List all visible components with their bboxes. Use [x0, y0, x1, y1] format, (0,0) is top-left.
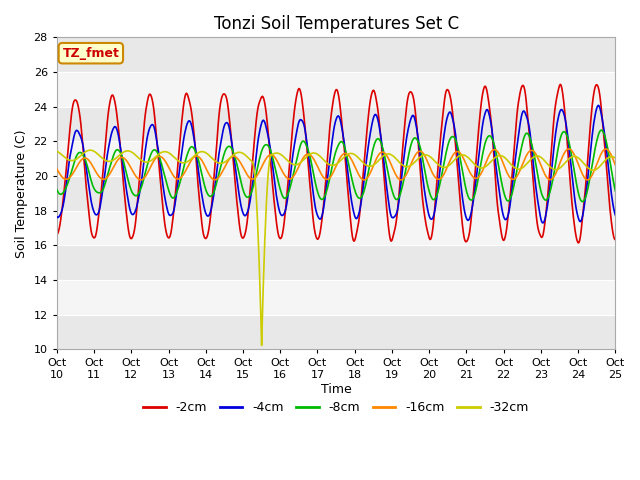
Bar — [57, 141, 616, 176]
Bar — [57, 107, 616, 141]
Bar — [57, 37, 616, 72]
Text: TZ_fmet: TZ_fmet — [63, 47, 119, 60]
Bar — [57, 280, 616, 314]
Bar — [57, 245, 616, 280]
Bar — [57, 314, 616, 349]
Bar — [57, 72, 616, 107]
X-axis label: Time: Time — [321, 383, 351, 396]
Y-axis label: Soil Temperature (C): Soil Temperature (C) — [15, 129, 28, 258]
Legend: -2cm, -4cm, -8cm, -16cm, -32cm: -2cm, -4cm, -8cm, -16cm, -32cm — [138, 396, 534, 419]
Bar — [57, 211, 616, 245]
Title: Tonzi Soil Temperatures Set C: Tonzi Soil Temperatures Set C — [214, 15, 459, 33]
Bar — [57, 176, 616, 211]
